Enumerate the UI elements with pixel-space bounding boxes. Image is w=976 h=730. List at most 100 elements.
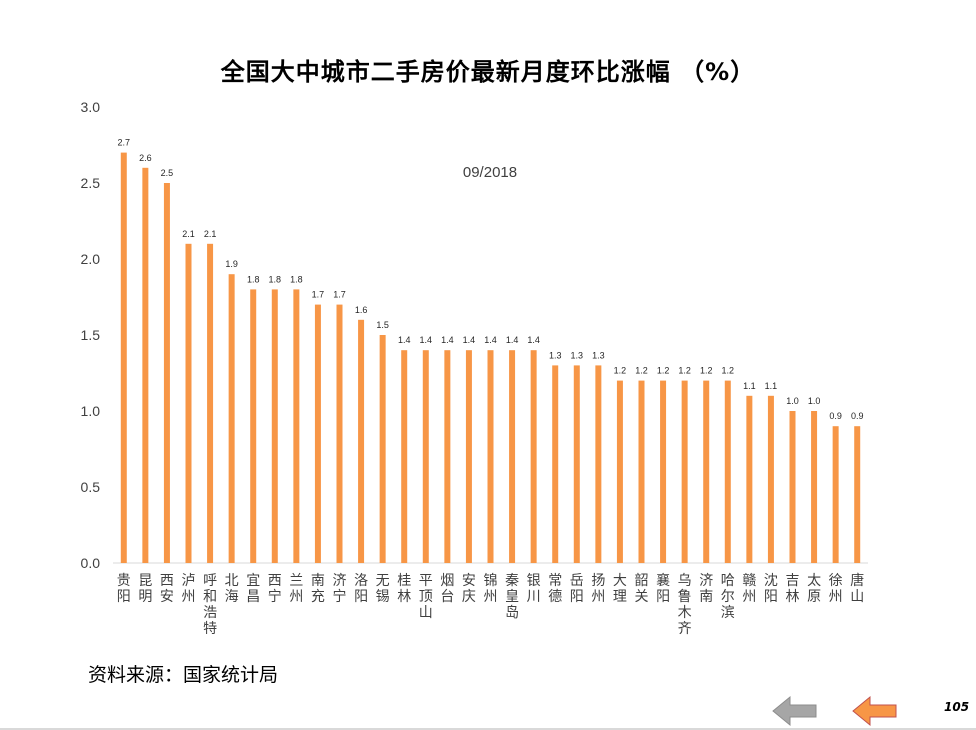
category-label: 襄阳	[656, 573, 670, 605]
category-label: 济南	[699, 573, 713, 605]
category-label: 银川	[527, 573, 541, 605]
bar	[422, 350, 429, 563]
back-button[interactable]	[770, 694, 820, 728]
category-label: 桂林	[397, 573, 411, 605]
data-label: 2.1	[182, 229, 195, 239]
category-label: 烟台	[440, 573, 454, 605]
bar	[789, 411, 796, 563]
bar	[314, 304, 321, 563]
bar	[509, 350, 516, 563]
data-label: 1.2	[657, 366, 670, 376]
category-label: 乌鲁木齐	[678, 573, 692, 637]
bar	[185, 243, 192, 564]
bar	[358, 319, 365, 563]
category-label: 西宁	[268, 573, 282, 605]
data-label: 1.4	[463, 335, 476, 345]
bar	[293, 289, 300, 563]
bar	[401, 350, 408, 563]
category-label: 贵阳	[117, 573, 131, 605]
category-label: 常德	[548, 573, 562, 605]
category-labels: 贵阳昆明西安泸州呼和浩特北海宜昌西宁兰州南充济宁洛阳无锡桂林平顶山烟台安庆锦州秦…	[117, 572, 864, 637]
bar	[811, 411, 818, 563]
chart-title: 全国大中城市二手房价最新月度环比涨幅 （%）	[220, 58, 756, 86]
category-label: 哈尔滨	[721, 573, 735, 621]
bar	[767, 395, 774, 563]
category-label: 济宁	[333, 573, 347, 605]
bar	[660, 380, 667, 563]
data-label: 1.9	[225, 259, 238, 269]
category-label: 南充	[311, 573, 325, 605]
data-label: 1.0	[808, 396, 821, 406]
data-label: 1.4	[484, 335, 497, 345]
bar	[228, 274, 235, 563]
bar	[336, 304, 343, 563]
category-label: 徐州	[829, 573, 843, 605]
category-label: 吉林	[786, 573, 800, 605]
data-label: 1.6	[355, 305, 368, 315]
category-label: 锦州	[484, 572, 498, 605]
data-label: 1.8	[269, 274, 282, 284]
category-label: 兰州	[289, 573, 303, 605]
bar	[379, 335, 386, 563]
category-label: 昆明	[138, 573, 152, 605]
bar	[465, 350, 472, 563]
y-tick-label: 1.0	[81, 403, 101, 419]
y-tick-label: 2.0	[81, 251, 101, 267]
data-label: 1.2	[614, 366, 627, 376]
left-arrow-icon	[772, 695, 817, 727]
bar	[530, 350, 537, 563]
bar	[271, 289, 278, 563]
category-label: 北海	[225, 573, 239, 605]
category-label: 安庆	[462, 573, 476, 605]
bar	[724, 380, 731, 563]
bar	[832, 426, 839, 563]
bar	[163, 183, 170, 563]
y-tick-label: 3.0	[81, 99, 101, 115]
source-note: 资料来源：国家统计局	[88, 664, 279, 686]
bar	[250, 289, 257, 563]
category-label: 岳阳	[570, 573, 584, 605]
data-label: 0.9	[851, 411, 864, 421]
data-label: 0.9	[829, 411, 842, 421]
y-tick-label: 2.5	[81, 175, 101, 191]
bar	[595, 365, 602, 563]
data-label: 2.1	[204, 229, 217, 239]
data-label: 1.2	[635, 366, 648, 376]
page-number: 105	[944, 700, 970, 714]
data-label: 1.7	[312, 290, 325, 300]
bar	[854, 426, 861, 563]
bars	[120, 152, 861, 564]
bar	[207, 243, 214, 564]
category-label: 赣州	[742, 573, 756, 605]
data-label: 1.2	[678, 366, 691, 376]
data-label: 1.8	[290, 274, 303, 284]
data-label: 1.4	[398, 335, 411, 345]
bar-chart: 0.0 0.5 1.0 1.5 2.0 2.5 3.0 2.7 2.6 2.5 2.1 2.1 1.9…	[81, 99, 868, 637]
category-label: 太原	[807, 573, 821, 605]
data-label: 1.2	[722, 366, 735, 376]
next-button[interactable]	[850, 694, 900, 728]
category-label: 秦皇岛	[505, 573, 519, 621]
category-label: 大理	[613, 573, 627, 605]
bar	[703, 380, 710, 563]
y-tick-label: 1.5	[81, 327, 101, 343]
data-label: 1.4	[420, 335, 433, 345]
category-label: 扬州	[591, 573, 605, 605]
data-label: 1.3	[571, 350, 584, 360]
data-label: 2.7	[118, 138, 131, 148]
data-label: 1.8	[247, 274, 260, 284]
bar	[573, 365, 580, 563]
y-tick-label: 0.0	[81, 555, 101, 571]
category-label: 唐山	[850, 572, 864, 605]
bar	[616, 380, 623, 563]
bar	[120, 152, 127, 563]
category-label: 宜昌	[246, 573, 260, 605]
data-label: 1.0	[786, 396, 799, 406]
data-label: 1.7	[333, 290, 346, 300]
bottom-divider	[0, 728, 976, 730]
category-label: 平顶山	[419, 573, 433, 621]
category-label: 洛阳	[354, 573, 368, 605]
data-label: 2.6	[139, 153, 152, 163]
data-label: 1.1	[765, 381, 778, 391]
category-label: 呼和浩特	[203, 573, 217, 637]
